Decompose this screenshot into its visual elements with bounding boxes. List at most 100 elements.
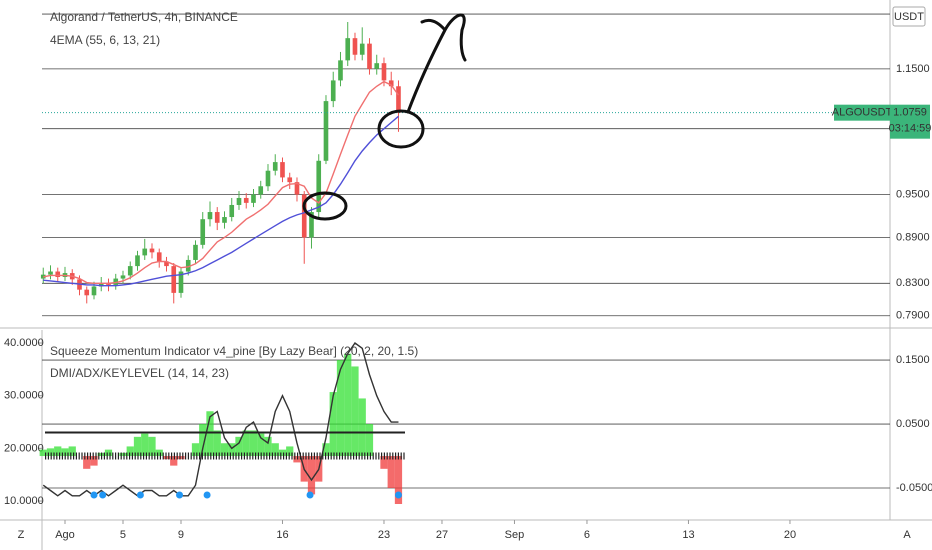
ema-line [43, 80, 400, 284]
x-tick-label: 23 [378, 529, 390, 541]
momentum-bar [54, 446, 62, 457]
momentum-bar [387, 456, 395, 489]
candle-body [178, 271, 184, 293]
squeeze-dot [306, 491, 314, 499]
candle-body [98, 283, 104, 287]
momentum-bar [46, 448, 55, 457]
momentum-bar [394, 456, 403, 505]
candle-body [193, 244, 198, 260]
momentum-bar [170, 456, 178, 466]
y2-tick-label: 0.1500 [896, 354, 930, 366]
momentum-bar [148, 436, 156, 457]
momentum-bar [155, 449, 163, 457]
x-tick-label: Ago [55, 529, 75, 541]
hand-arrow [406, 13, 467, 114]
chart-title: Algorand / TetherUS, 4h, BINANCE [50, 10, 238, 24]
momentum-bar [322, 443, 330, 457]
symbol-label: ALGOUSDT [832, 107, 893, 119]
momentum-bar [213, 430, 221, 457]
momentum-bar [220, 443, 229, 457]
momentum-bar [133, 436, 142, 457]
candle-body [214, 212, 220, 223]
squeeze-dot [394, 491, 402, 499]
symbol-tag [834, 104, 890, 121]
candle-body [316, 160, 322, 213]
candle-body [309, 212, 314, 238]
price-tag [890, 104, 930, 139]
momentum-bar [206, 411, 214, 457]
y2-tick-label: -0.0500 [896, 482, 932, 494]
y-tick-label: 0.8300 [896, 277, 930, 289]
x-tick-label: 16 [276, 529, 288, 541]
squeeze-dot [99, 491, 107, 499]
squeeze-dot [203, 491, 211, 499]
plot-layer: Ago 5 9 16 23 27 Sep 6 13 20 0.7900 0.8300 0.8900 0.9… [4, 8, 932, 541]
candle-body [265, 170, 271, 187]
momentum-bar [271, 443, 279, 457]
candle-body [171, 266, 177, 293]
candle-body [243, 197, 249, 203]
momentum-bar [293, 456, 301, 463]
adx-line [42, 342, 399, 497]
candle-body [280, 162, 285, 178]
candle-body [272, 162, 278, 171]
candle-body [330, 80, 336, 102]
hand-circle [377, 109, 425, 149]
candle-body [55, 271, 61, 277]
candle-body [207, 212, 213, 220]
y-tick-label: 40.0000 [4, 337, 44, 349]
y-tick-label: 10.0000 [4, 495, 44, 507]
momentum-bar [199, 424, 207, 457]
candle-body [323, 101, 329, 161]
squeeze-dot [176, 491, 184, 499]
currency-label[interactable]: USDT [894, 11, 924, 23]
candle-body [164, 261, 169, 267]
candle-body [287, 177, 293, 183]
x-tick-label: 13 [682, 529, 694, 541]
candle-body [200, 219, 206, 245]
candle-body [106, 283, 111, 285]
momentum-bar [39, 449, 47, 457]
x-tick-label: 9 [178, 529, 184, 541]
momentum-bar [61, 448, 69, 457]
timezone-button[interactable]: Z [18, 529, 25, 541]
candle-body [229, 204, 235, 218]
candle-body [120, 275, 126, 279]
candle-body [251, 194, 256, 203]
candle-body [236, 197, 242, 205]
x-tick-label: Sep [505, 529, 525, 541]
currency-button[interactable] [892, 6, 926, 27]
candle-body [48, 271, 53, 275]
candle-body [388, 80, 394, 87]
momentum-bar [177, 456, 185, 460]
candle-body [135, 255, 140, 267]
momentum-bar [351, 366, 359, 457]
indicator-label: Squeeze Momentum Indicator v4_pine [By L… [50, 344, 418, 358]
momentum-bar [344, 353, 352, 457]
momentum-bar [104, 449, 113, 457]
candle-body [396, 86, 401, 113]
candle-body [258, 186, 264, 195]
momentum-bar [83, 456, 91, 469]
momentum-bar [358, 398, 366, 457]
indicator-label: DMI/ADX/KEYLEVEL (14, 14, 23) [50, 366, 229, 380]
y-tick-label: 30.0000 [4, 390, 44, 402]
candle-body [127, 266, 133, 276]
last-price-label: 1.0759 [893, 107, 927, 119]
candle-body [156, 252, 162, 262]
momentum-bar [235, 436, 243, 457]
y-tick-label: 0.9500 [896, 188, 930, 200]
momentum-bar [336, 360, 345, 457]
x-tick-label: 20 [784, 529, 796, 541]
momentum-bar [365, 424, 374, 457]
candle-body [222, 217, 227, 223]
candle-body [345, 38, 351, 61]
momentum-bar [249, 430, 258, 457]
candle-body [359, 43, 365, 55]
momentum-bar [191, 443, 200, 457]
candle-body [367, 43, 372, 69]
squeeze-dot [136, 491, 144, 499]
auto-scale-button[interactable]: A [903, 529, 911, 541]
